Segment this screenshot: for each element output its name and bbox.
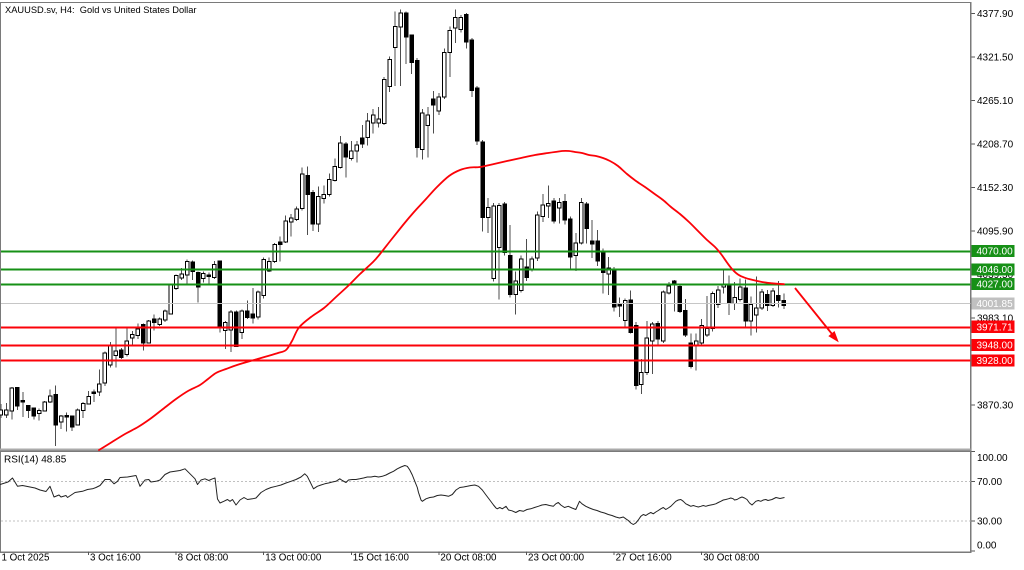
svg-text:20 Oct 08:00: 20 Oct 08:00 <box>440 553 497 564</box>
svg-text:3971.71: 3971.71 <box>977 322 1014 333</box>
svg-text:XAUUSD.sv, H4: Gold vs United: XAUUSD.sv, H4: Gold vs United States Dol… <box>5 5 197 15</box>
svg-text:4001.85: 4001.85 <box>977 299 1014 310</box>
svg-text:30 Oct 08:00: 30 Oct 08:00 <box>703 553 760 564</box>
svg-text:15 Oct 16:00: 15 Oct 16:00 <box>353 553 410 564</box>
svg-text:70.00: 70.00 <box>977 477 1002 488</box>
svg-text:100.00: 100.00 <box>977 453 1008 464</box>
svg-text:3983.10: 3983.10 <box>977 313 1014 324</box>
svg-text:23 Oct 00:00: 23 Oct 00:00 <box>528 553 585 564</box>
svg-text:3928.00: 3928.00 <box>977 356 1014 367</box>
svg-text:RSI(14) 48.85: RSI(14) 48.85 <box>4 455 67 466</box>
svg-text:4208.70: 4208.70 <box>977 139 1014 150</box>
svg-text:4321.50: 4321.50 <box>977 52 1014 63</box>
svg-text:27 Oct 16:00: 27 Oct 16:00 <box>616 553 673 564</box>
svg-text:3870.30: 3870.30 <box>977 400 1014 411</box>
svg-text:0.00: 0.00 <box>977 541 997 552</box>
svg-text:4265.10: 4265.10 <box>977 96 1014 107</box>
svg-text:4070.00: 4070.00 <box>977 247 1014 258</box>
svg-text:30.00: 30.00 <box>977 517 1002 528</box>
svg-text:3948.00: 3948.00 <box>977 341 1014 352</box>
svg-text:4152.30: 4152.30 <box>977 183 1014 194</box>
svg-text:8 Oct 08:00: 8 Oct 08:00 <box>178 553 229 564</box>
svg-text:4377.90: 4377.90 <box>977 9 1014 20</box>
svg-text:4027.00: 4027.00 <box>977 280 1014 291</box>
svg-text:4046.00: 4046.00 <box>977 265 1014 276</box>
svg-text:3 Oct 16:00: 3 Oct 16:00 <box>90 553 141 564</box>
svg-text:1 Oct 2025: 1 Oct 2025 <box>2 553 50 564</box>
svg-text:4095.90: 4095.90 <box>977 226 1014 237</box>
svg-text:13 Oct 00:00: 13 Oct 00:00 <box>265 553 322 564</box>
